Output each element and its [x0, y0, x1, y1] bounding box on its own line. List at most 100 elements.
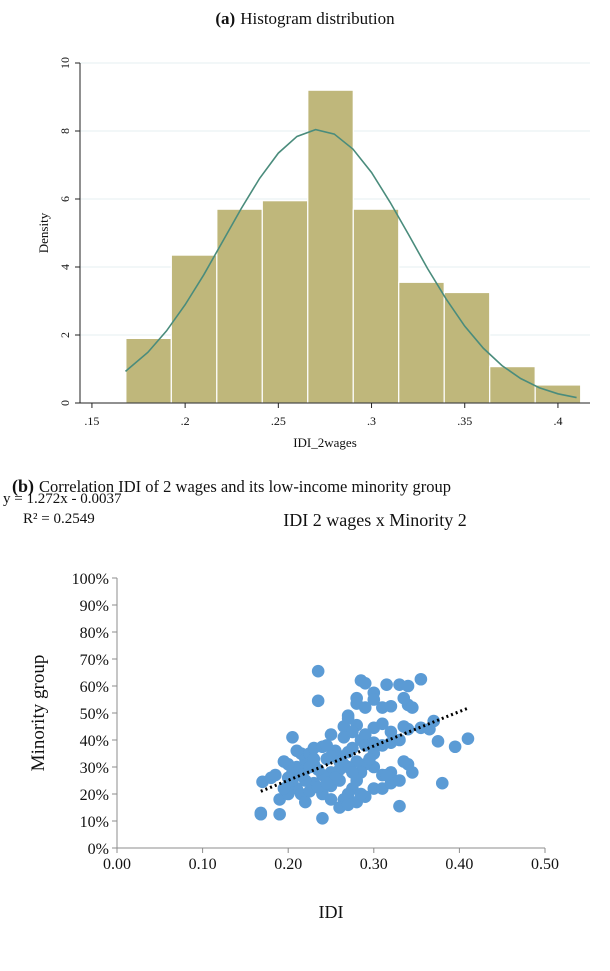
histogram-bar	[216, 208, 263, 404]
chart-title: Histogram distribution	[240, 9, 395, 28]
y-axis-label: Minority group	[28, 655, 49, 772]
scatter-point	[363, 752, 376, 766]
scatter-point	[401, 679, 415, 693]
y-tick-label: 30%	[80, 760, 109, 777]
scatter-point	[273, 807, 286, 821]
scatter-point	[290, 744, 304, 758]
y-tick-label: 8	[58, 128, 72, 134]
scatter-point	[320, 776, 334, 790]
scatter-point	[380, 678, 393, 691]
scatter-point	[299, 795, 312, 809]
scatter-point	[358, 728, 372, 741]
scatter-point	[384, 725, 398, 739]
scatter-point	[435, 776, 449, 790]
histogram-bar	[443, 291, 491, 404]
scatter-point	[286, 731, 299, 744]
scatter-point	[320, 739, 334, 752]
scatter-point	[397, 691, 411, 705]
scatter-point	[324, 749, 338, 763]
y-tick-label: 20%	[80, 787, 109, 804]
caption: Correlation IDI of 2 wages and its low-i…	[39, 477, 451, 496]
scatter-point	[358, 701, 372, 714]
scatter-point	[393, 733, 406, 747]
scatter-point	[376, 717, 389, 731]
y-tick-label: 2	[58, 332, 72, 338]
x-tick-label: .2	[181, 414, 190, 428]
x-tick-label: 0.20	[274, 856, 302, 873]
scatter-point	[367, 693, 381, 706]
histogram-bar	[261, 200, 309, 404]
histogram-bar	[125, 337, 172, 404]
panel-label: (a)	[215, 9, 235, 28]
x-tick-label: 0.30	[360, 856, 388, 873]
x-tick-label: .25	[271, 414, 286, 428]
scatter-point	[393, 774, 406, 787]
chart-title: IDI 2 wages x Minority 2	[283, 510, 466, 530]
scatter-point	[311, 664, 325, 678]
scatter-point	[393, 799, 406, 813]
histogram-bar	[352, 208, 400, 404]
r-squared: R² = 0.2549	[23, 511, 95, 527]
scatter-point	[277, 755, 291, 768]
scatter-point	[269, 768, 282, 782]
y-tick-label: 4	[58, 264, 72, 270]
scatter-point	[324, 728, 338, 741]
x-tick-label: 0.00	[103, 856, 131, 873]
x-tick-label: .35	[457, 414, 472, 428]
scatter-point	[346, 741, 359, 755]
histogram-bar	[307, 89, 354, 404]
y-tick-label: 0%	[88, 841, 109, 858]
histogram-bar	[170, 254, 218, 404]
x-axis-label: IDI_2wages	[293, 435, 357, 450]
scatter-point	[358, 677, 372, 690]
y-tick-label: 50%	[80, 706, 109, 723]
scatter-point	[461, 732, 475, 745]
y-tick-label: 60%	[80, 679, 109, 696]
y-tick-label: 80%	[80, 625, 109, 642]
scatter-point	[397, 755, 411, 768]
scatter-point	[414, 672, 428, 686]
y-tick-label: 100%	[72, 571, 109, 588]
histogram-bar	[398, 281, 445, 404]
panel-b-heading: (b) Correlation IDI of 2 wages and its lo…	[12, 476, 451, 497]
panel-a-heading: (a) Histogram distribution	[215, 9, 395, 28]
scatter-point	[324, 793, 338, 806]
density-curve	[124, 128, 577, 399]
scatter-point	[397, 720, 411, 733]
scatter-point	[277, 782, 291, 795]
scatter-point	[380, 768, 393, 782]
y-tick-label: 10	[58, 57, 72, 69]
scatter-point	[286, 774, 299, 787]
y-tick-label: 0	[58, 400, 72, 406]
scatter-point	[341, 798, 355, 812]
y-tick-label: 6	[58, 196, 72, 202]
trend-equation: y = 1.272x - 0.0037	[3, 491, 122, 507]
x-tick-label: 0.10	[189, 856, 217, 873]
panel-label: (b)	[12, 476, 34, 497]
scatter-point	[346, 725, 359, 739]
y-tick-label: 90%	[80, 598, 109, 615]
y-tick-label: 40%	[80, 733, 109, 750]
x-tick-label: .15	[84, 414, 99, 428]
y-axis-label: Density	[36, 212, 51, 253]
y-tick-label: 70%	[80, 652, 109, 669]
scatter-point	[406, 701, 419, 714]
x-tick-label: .3	[367, 414, 376, 428]
scatter-point	[448, 740, 462, 754]
scatter-point	[254, 807, 268, 821]
scatter-point	[423, 722, 436, 736]
x-tick-label: .4	[553, 414, 562, 428]
x-axis-label: IDI	[319, 902, 344, 922]
x-tick-label: 0.40	[445, 856, 473, 873]
scatter-point	[316, 812, 329, 825]
scatter-point	[354, 787, 368, 801]
scatter-point	[311, 694, 325, 708]
scatter-point	[384, 699, 398, 713]
trend-line	[260, 706, 469, 793]
scatter-point	[346, 766, 359, 779]
x-tick-label: 0.50	[531, 856, 559, 873]
scatter-point	[431, 735, 445, 748]
y-tick-label: 10%	[80, 814, 109, 831]
